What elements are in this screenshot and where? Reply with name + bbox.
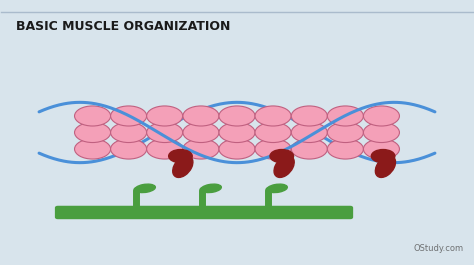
Circle shape: [328, 122, 364, 143]
Circle shape: [364, 139, 400, 159]
Circle shape: [110, 139, 146, 159]
Ellipse shape: [274, 156, 294, 178]
Circle shape: [169, 149, 192, 163]
Ellipse shape: [375, 156, 395, 178]
Circle shape: [270, 149, 293, 163]
Circle shape: [74, 139, 110, 159]
Circle shape: [219, 122, 255, 143]
Circle shape: [183, 139, 219, 159]
Circle shape: [364, 106, 400, 126]
Circle shape: [146, 122, 182, 143]
FancyBboxPatch shape: [55, 206, 353, 219]
Circle shape: [255, 106, 291, 126]
Circle shape: [219, 139, 255, 159]
Circle shape: [255, 122, 291, 143]
Circle shape: [328, 106, 364, 126]
Circle shape: [219, 106, 255, 126]
Circle shape: [146, 139, 182, 159]
Circle shape: [183, 122, 219, 143]
Circle shape: [328, 139, 364, 159]
Text: OStudy.com: OStudy.com: [413, 244, 463, 253]
Circle shape: [292, 139, 328, 159]
Circle shape: [110, 122, 146, 143]
Circle shape: [292, 122, 328, 143]
Ellipse shape: [173, 156, 193, 178]
Circle shape: [110, 106, 146, 126]
Circle shape: [74, 106, 110, 126]
Ellipse shape: [135, 184, 155, 193]
Ellipse shape: [201, 184, 221, 193]
Circle shape: [74, 122, 110, 143]
Ellipse shape: [267, 184, 287, 193]
Text: BASIC MUSCLE ORGANIZATION: BASIC MUSCLE ORGANIZATION: [16, 20, 230, 33]
Circle shape: [364, 122, 400, 143]
Circle shape: [292, 106, 328, 126]
Circle shape: [146, 106, 182, 126]
Circle shape: [371, 149, 395, 163]
Circle shape: [255, 139, 291, 159]
Circle shape: [183, 106, 219, 126]
